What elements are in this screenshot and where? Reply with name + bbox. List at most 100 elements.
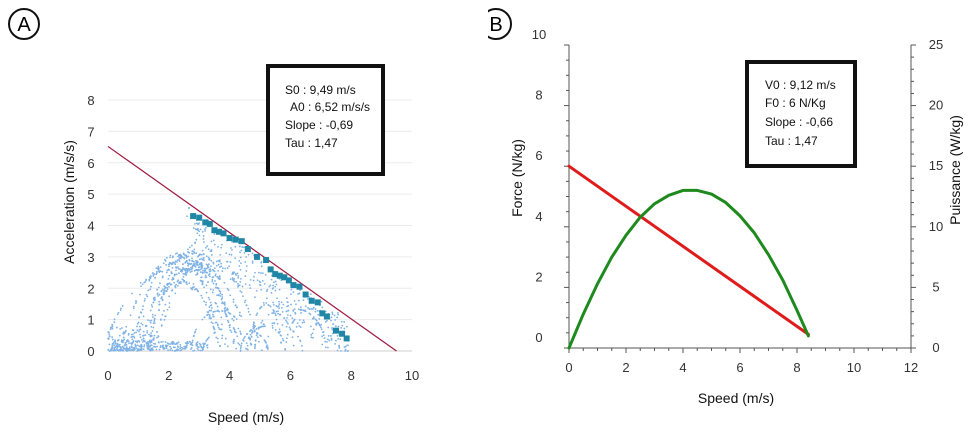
a-raw-point	[250, 336, 253, 338]
a-raw-point	[146, 347, 149, 350]
a-raw-point	[343, 346, 346, 348]
a-raw-point	[239, 330, 242, 333]
a-raw-point	[135, 331, 137, 334]
a-raw-point	[205, 267, 208, 270]
a-raw-point	[171, 340, 174, 343]
a-raw-point	[237, 277, 240, 279]
a-raw-point	[217, 269, 220, 272]
a-annotation-slope: Slope : -0,69	[285, 118, 353, 132]
a-raw-point	[190, 346, 193, 349]
a-raw-point	[255, 328, 258, 330]
a-raw-point	[174, 263, 177, 266]
a-raw-point	[225, 313, 228, 316]
a-raw-point	[213, 267, 216, 270]
a-raw-point	[321, 306, 324, 309]
a-raw-point	[237, 274, 240, 277]
a-raw-point	[221, 270, 224, 272]
a-raw-point	[226, 345, 229, 348]
b-annotation-f0: F0 : 6 N/Kg	[765, 96, 826, 110]
a-raw-point	[128, 342, 130, 345]
a-raw-point	[186, 271, 189, 274]
a-raw-point	[205, 263, 208, 266]
a-raw-point	[144, 298, 146, 300]
a-raw-point	[210, 321, 213, 324]
a-raw-point	[312, 328, 315, 331]
a-raw-point	[136, 322, 139, 325]
a-raw-point	[254, 339, 257, 342]
a-raw-point	[133, 336, 136, 339]
a-raw-point	[123, 331, 126, 334]
a-raw-point	[188, 259, 191, 261]
a-raw-point	[260, 335, 262, 338]
a-raw-point	[252, 325, 255, 328]
a-max-point	[190, 213, 197, 220]
a-raw-point	[111, 343, 114, 346]
a-raw-point	[175, 266, 178, 269]
a-raw-point	[249, 278, 252, 281]
a-raw-point	[302, 299, 305, 302]
a-raw-point	[195, 343, 198, 346]
a-raw-point	[111, 345, 114, 347]
a-raw-point	[269, 284, 272, 287]
a-raw-point	[183, 279, 186, 282]
a-raw-point	[320, 323, 323, 326]
a-raw-point	[185, 255, 188, 258]
b-x-tick-label: 10	[847, 360, 861, 375]
a-raw-point	[204, 274, 207, 277]
a-raw-point	[154, 343, 157, 345]
a-raw-point	[202, 253, 205, 256]
a-raw-point	[277, 312, 279, 315]
a-raw-point	[332, 323, 335, 326]
a-raw-point	[152, 326, 155, 329]
a-raw-point	[218, 276, 221, 279]
a-raw-point	[149, 321, 152, 324]
a-raw-point	[301, 344, 303, 347]
b-annotation-v0: V0 : 9,12 m/s	[765, 78, 836, 92]
a-raw-point	[267, 313, 270, 316]
a-raw-point	[344, 350, 347, 352]
a-raw-point	[312, 316, 315, 318]
a-raw-point	[149, 345, 151, 348]
a-raw-point	[262, 301, 265, 304]
a-raw-point	[119, 347, 122, 349]
a-raw-point	[202, 235, 205, 237]
a-raw-point	[165, 264, 168, 266]
a-raw-point	[131, 338, 134, 341]
a-raw-point	[238, 260, 241, 262]
b-y2-tick-label: 20	[929, 98, 943, 113]
a-x-tick-label: 10	[405, 368, 419, 383]
a-raw-point	[334, 342, 336, 345]
a-raw-point	[170, 347, 173, 350]
a-raw-point	[207, 256, 210, 259]
a-raw-point	[256, 336, 259, 339]
a-raw-point	[111, 323, 114, 326]
a-raw-point	[260, 260, 263, 263]
a-raw-point	[200, 276, 203, 279]
a-raw-point	[266, 297, 268, 300]
a-raw-point	[293, 299, 296, 302]
a-x-tick-label: 2	[165, 368, 172, 383]
a-raw-point	[219, 292, 222, 295]
a-raw-point	[183, 345, 186, 348]
a-raw-point	[196, 261, 199, 264]
a-raw-point	[186, 283, 188, 285]
panel-b-circle	[488, 8, 512, 40]
a-raw-point	[224, 267, 227, 270]
a-raw-point	[115, 344, 118, 347]
a-raw-point	[193, 331, 196, 334]
a-raw-point	[215, 283, 218, 286]
a-raw-point	[334, 325, 337, 328]
a-max-point	[314, 299, 321, 306]
a-raw-point	[122, 347, 125, 350]
a-max-point	[196, 214, 203, 221]
a-raw-point	[283, 317, 285, 319]
a-raw-point	[320, 328, 323, 331]
a-raw-point	[166, 269, 169, 272]
a-raw-point	[274, 285, 277, 288]
a-raw-point	[131, 333, 134, 336]
a-raw-point	[197, 264, 199, 267]
a-raw-point	[196, 341, 199, 343]
a-max-point	[290, 282, 297, 289]
a-max-point	[253, 253, 260, 260]
a-raw-point	[299, 289, 302, 292]
